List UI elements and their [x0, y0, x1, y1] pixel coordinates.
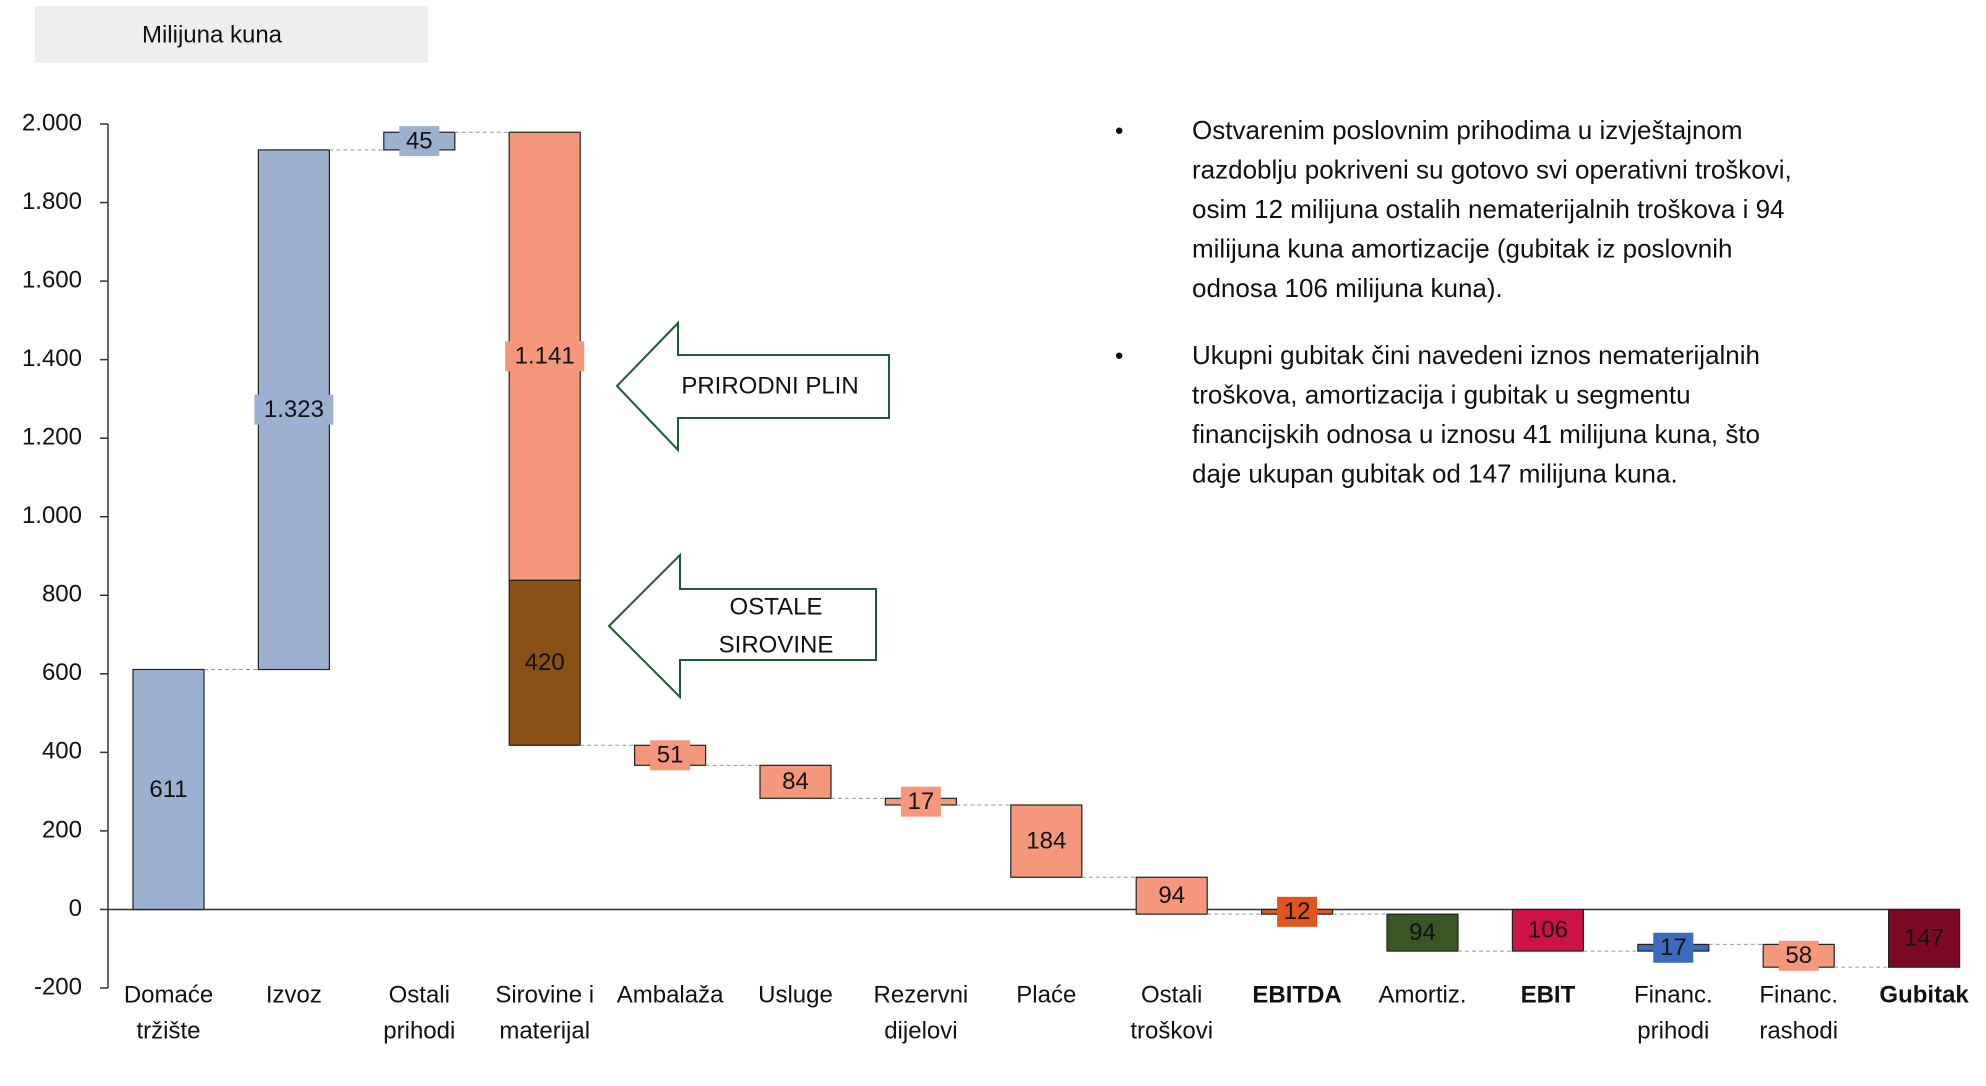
- label-bg: [142, 774, 195, 805]
- note-line: odnosa 106 milijuna kuna).: [1192, 273, 1503, 303]
- y-tick-label: 0: [69, 895, 82, 922]
- arrow: [615, 320, 890, 453]
- annotation: SIROVINE: [719, 631, 834, 658]
- y-tick-label: -200: [34, 973, 82, 1000]
- x-tick-label: Gubitak: [1879, 981, 1969, 1008]
- data-label: 611: [149, 776, 187, 803]
- label-bg: [1151, 880, 1192, 911]
- y-tick-label: 400: [42, 738, 82, 765]
- x-tick-label: Financ.: [1759, 981, 1838, 1008]
- x-tick-label: Plaće: [1016, 981, 1076, 1008]
- data-label: 51: [657, 742, 684, 769]
- label-bg: [518, 647, 572, 678]
- subtitle-box: [35, 6, 428, 63]
- data-label: 1.323: [264, 396, 324, 423]
- label-bg: [399, 126, 440, 157]
- y-tick-label: 1.400: [22, 345, 82, 372]
- data-label: 45: [406, 127, 433, 154]
- note-line: Ukupni gubitak čini navedeni iznos nemat…: [1192, 340, 1760, 370]
- y-tick-label: 1.800: [22, 188, 82, 215]
- note-line: osim 12 milijuna ostalih nematerijalnih …: [1192, 194, 1785, 224]
- note-line: financijskih odnosa u iznosu 41 milijuna…: [1192, 419, 1760, 449]
- label-bg: [505, 341, 585, 372]
- x-tick-label: Usluge: [758, 981, 833, 1008]
- note-line: razdoblju pokriveni su gotovo svi operat…: [1192, 154, 1792, 184]
- bullet: •: [1115, 117, 1123, 144]
- x-tick-label: Ostali: [1141, 981, 1202, 1008]
- y-tick-label: 1.000: [22, 502, 82, 529]
- x-tick-label: materijal: [499, 1017, 590, 1044]
- label-bg: [1277, 896, 1318, 927]
- label-bg: [900, 786, 941, 817]
- y-tick-label: 1.200: [22, 424, 82, 451]
- x-tick-label: Ambalaža: [617, 981, 724, 1008]
- x-tick-label: Rezervni: [874, 981, 969, 1008]
- x-tick-label: Domaće: [124, 981, 213, 1008]
- x-tick-label: Ostali: [389, 981, 450, 1008]
- subtitle: Milijuna kuna: [142, 21, 283, 48]
- annotation: PRIRODNI PLIN: [681, 372, 858, 399]
- data-label: 12: [1284, 898, 1311, 925]
- data-label: 17: [908, 788, 935, 815]
- data-label: 420: [525, 649, 565, 676]
- note-line: milijuna kuna amortizacije (gubitak iz p…: [1192, 233, 1732, 263]
- x-tick-label: Financ.: [1634, 981, 1713, 1008]
- y-tick-label: 800: [42, 581, 82, 608]
- data-label: 1.141: [515, 343, 575, 370]
- x-tick-label: tržište: [136, 1017, 200, 1044]
- data-label: 106: [1528, 917, 1568, 944]
- bullet: •: [1115, 342, 1123, 369]
- data-label: 58: [1785, 942, 1812, 969]
- data-label: 94: [1409, 919, 1436, 946]
- label-bg: [1897, 923, 1951, 954]
- x-tick-label: Izvoz: [266, 981, 322, 1008]
- arrow: [607, 552, 877, 700]
- data-label: 17: [1660, 934, 1687, 961]
- label-bg: [1019, 826, 1073, 857]
- x-tick-label: troškovi: [1130, 1017, 1213, 1044]
- label-bg: [1521, 915, 1575, 946]
- data-label: 147: [1904, 925, 1944, 952]
- label-bg: [1653, 932, 1694, 963]
- y-tick-label: 2.000: [22, 109, 82, 136]
- y-tick-label: 1.600: [22, 266, 82, 293]
- x-tick-label: dijelovi: [884, 1017, 957, 1044]
- x-tick-label: Sirovine i: [495, 981, 594, 1008]
- note-line: Ostvarenim poslovnim prihodima u izvješt…: [1192, 115, 1743, 145]
- x-tick-label: prihodi: [1637, 1017, 1709, 1044]
- x-tick-label: prihodi: [383, 1017, 455, 1044]
- label-bg: [775, 766, 816, 797]
- label-bg: [1402, 917, 1443, 948]
- y-tick-label: 600: [42, 659, 82, 686]
- label-bg: [650, 740, 691, 771]
- data-label: 184: [1026, 827, 1066, 854]
- x-tick-label: Amortiz.: [1378, 981, 1466, 1008]
- label-bg: [254, 394, 334, 425]
- label-bg: [1778, 940, 1819, 971]
- data-label: 94: [1158, 882, 1185, 909]
- note-line: daje ukupan gubitak od 147 milijuna kuna…: [1192, 458, 1678, 488]
- x-tick-label: EBITDA: [1252, 981, 1341, 1008]
- y-tick-label: 200: [42, 816, 82, 843]
- note-line: troškova, amortizacija i gubitak u segme…: [1192, 379, 1691, 409]
- data-label: 84: [782, 768, 809, 795]
- x-tick-label: rashodi: [1759, 1017, 1838, 1044]
- annotation: OSTALE: [730, 593, 823, 620]
- x-tick-label: EBIT: [1521, 981, 1576, 1008]
